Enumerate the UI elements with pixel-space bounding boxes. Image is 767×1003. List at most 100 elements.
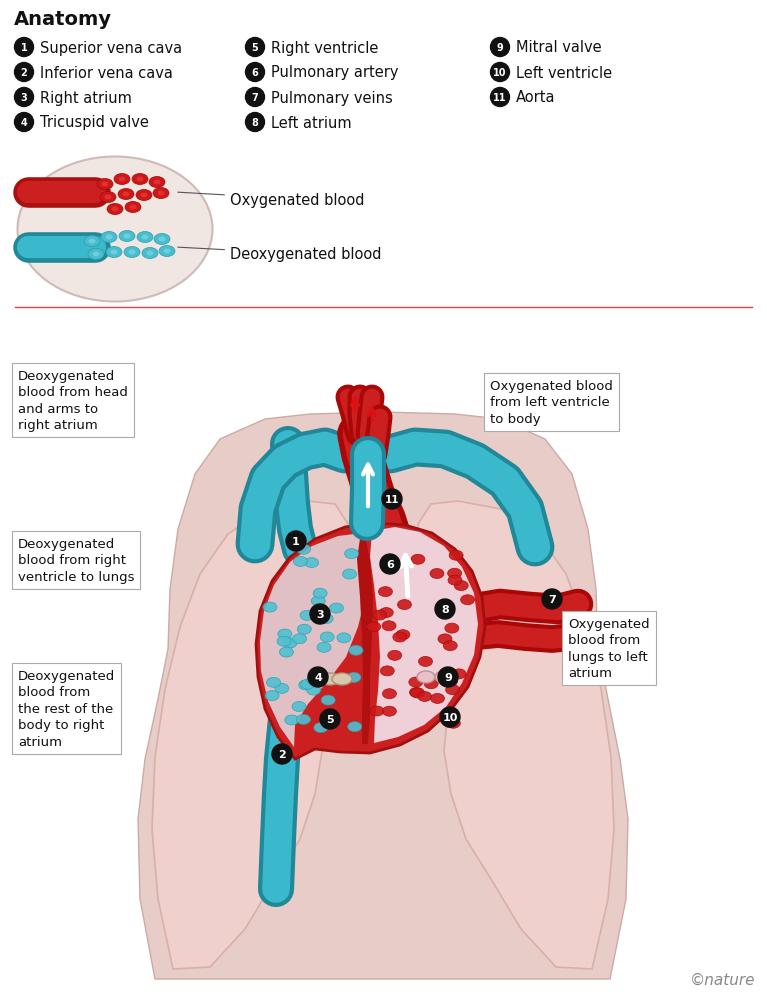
Circle shape	[15, 113, 34, 132]
Ellipse shape	[344, 549, 359, 559]
Ellipse shape	[159, 247, 175, 257]
Text: 9: 9	[444, 672, 452, 682]
Ellipse shape	[294, 557, 308, 567]
Polygon shape	[370, 528, 478, 743]
Ellipse shape	[418, 692, 432, 702]
Text: 11: 11	[493, 93, 507, 103]
Polygon shape	[138, 412, 628, 979]
Ellipse shape	[119, 232, 135, 243]
Ellipse shape	[123, 235, 130, 240]
Ellipse shape	[370, 706, 384, 716]
Ellipse shape	[88, 240, 96, 245]
Text: 2: 2	[278, 749, 286, 759]
Ellipse shape	[452, 669, 466, 679]
Ellipse shape	[93, 252, 100, 257]
Ellipse shape	[320, 673, 340, 685]
Text: 4: 4	[314, 672, 322, 682]
Text: 3: 3	[316, 610, 324, 620]
Ellipse shape	[396, 630, 410, 640]
Ellipse shape	[409, 677, 423, 687]
Ellipse shape	[278, 629, 292, 639]
Text: Left atrium: Left atrium	[271, 115, 351, 130]
Circle shape	[491, 38, 509, 57]
Circle shape	[245, 88, 265, 107]
Ellipse shape	[337, 633, 351, 643]
Ellipse shape	[142, 249, 158, 259]
Ellipse shape	[279, 648, 294, 657]
Ellipse shape	[154, 235, 170, 246]
Ellipse shape	[265, 691, 279, 701]
Ellipse shape	[443, 718, 458, 728]
Text: 11: 11	[385, 494, 400, 505]
Ellipse shape	[304, 558, 318, 568]
Text: Oxygenated blood
from left ventricle
to body: Oxygenated blood from left ventricle to …	[490, 379, 613, 425]
Ellipse shape	[448, 569, 462, 579]
Polygon shape	[418, 502, 614, 969]
Ellipse shape	[307, 685, 321, 695]
Ellipse shape	[320, 632, 334, 642]
Ellipse shape	[314, 723, 328, 733]
Ellipse shape	[430, 569, 444, 579]
Ellipse shape	[343, 570, 357, 580]
Ellipse shape	[383, 689, 397, 699]
Ellipse shape	[101, 233, 117, 244]
Ellipse shape	[163, 250, 170, 254]
Text: Aorta: Aorta	[516, 90, 555, 105]
Text: 8: 8	[252, 118, 258, 127]
Ellipse shape	[84, 237, 100, 248]
Circle shape	[245, 38, 265, 57]
Ellipse shape	[97, 180, 113, 191]
Text: Right ventricle: Right ventricle	[271, 40, 378, 55]
Circle shape	[320, 709, 340, 729]
Ellipse shape	[140, 194, 147, 199]
Ellipse shape	[446, 685, 459, 695]
Ellipse shape	[382, 621, 396, 631]
Ellipse shape	[114, 175, 130, 186]
Ellipse shape	[124, 248, 140, 258]
Text: Deoxygenated
blood from right
ventricle to lungs: Deoxygenated blood from right ventricle …	[18, 538, 134, 584]
Circle shape	[15, 88, 34, 107]
Ellipse shape	[410, 688, 425, 698]
Ellipse shape	[379, 608, 393, 618]
Text: ©nature: ©nature	[690, 972, 755, 987]
Ellipse shape	[330, 604, 344, 614]
Ellipse shape	[137, 178, 143, 183]
Ellipse shape	[132, 175, 148, 186]
Circle shape	[310, 605, 330, 625]
Ellipse shape	[130, 206, 137, 211]
Text: Tricuspid valve: Tricuspid valve	[40, 115, 149, 130]
Ellipse shape	[393, 632, 407, 642]
Ellipse shape	[388, 651, 402, 661]
Ellipse shape	[319, 614, 333, 624]
Ellipse shape	[438, 634, 452, 644]
Ellipse shape	[153, 181, 160, 186]
Ellipse shape	[118, 178, 126, 183]
Ellipse shape	[159, 238, 166, 243]
Ellipse shape	[299, 680, 313, 690]
Text: 10: 10	[493, 68, 507, 78]
Ellipse shape	[443, 677, 457, 687]
Ellipse shape	[300, 611, 314, 621]
Ellipse shape	[424, 679, 438, 689]
Text: 2: 2	[21, 68, 28, 78]
Ellipse shape	[137, 233, 153, 244]
Ellipse shape	[349, 646, 363, 656]
Text: 5: 5	[252, 43, 258, 53]
Circle shape	[440, 707, 460, 727]
Text: Left ventricle: Left ventricle	[516, 65, 612, 80]
Text: Anatomy: Anatomy	[14, 10, 112, 29]
Ellipse shape	[18, 157, 212, 302]
Ellipse shape	[461, 595, 475, 605]
Text: Inferior vena cava: Inferior vena cava	[40, 65, 173, 80]
Ellipse shape	[321, 695, 335, 705]
Text: Pulmonary artery: Pulmonary artery	[271, 65, 399, 80]
Circle shape	[380, 555, 400, 575]
Circle shape	[491, 88, 509, 107]
Polygon shape	[357, 533, 373, 744]
Ellipse shape	[275, 684, 289, 694]
Text: Deoxygenated blood: Deoxygenated blood	[178, 248, 381, 262]
Ellipse shape	[301, 680, 314, 689]
Circle shape	[15, 63, 34, 82]
Polygon shape	[256, 524, 485, 759]
Text: 6: 6	[386, 560, 394, 570]
